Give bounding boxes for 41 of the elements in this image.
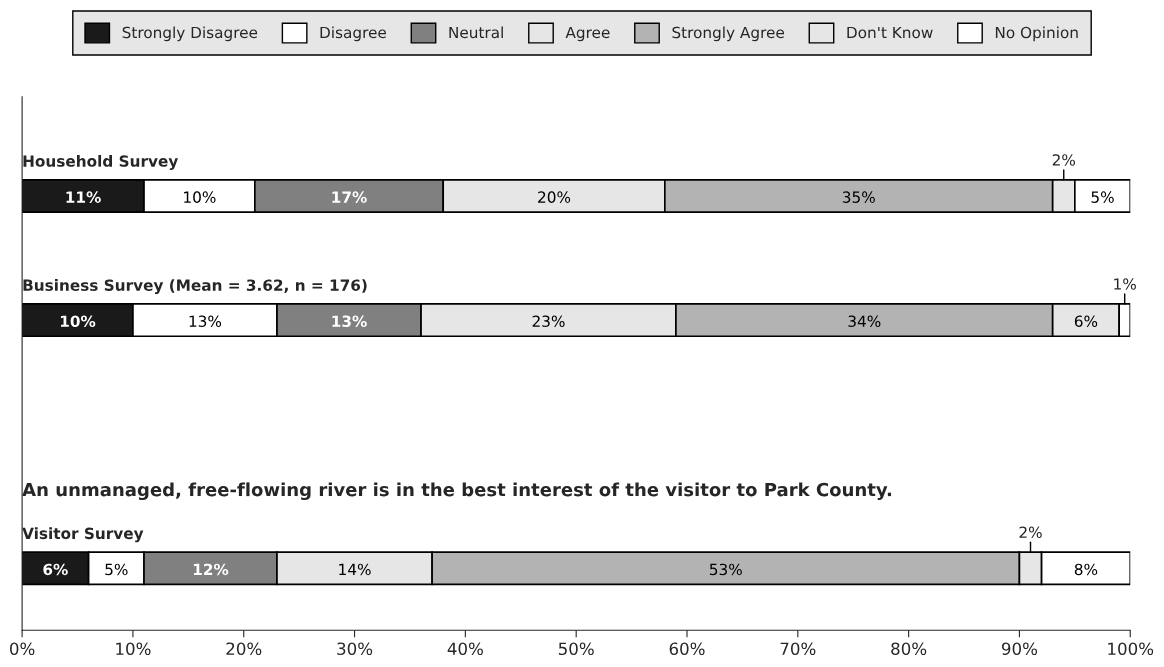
data-label: 13% — [189, 315, 222, 327]
data-label: 14% — [339, 563, 371, 576]
data-label: 35% — [842, 191, 875, 203]
data-label: 1% — [1114, 278, 1136, 290]
x-tick-label: 100% — [1108, 642, 1154, 656]
x-tick-label: 70% — [780, 642, 816, 656]
data-label: 12% — [193, 563, 229, 576]
legend-label: Strongly Agree — [672, 26, 784, 42]
x-tick-label: 50% — [558, 642, 594, 656]
x-tick-label: 40% — [447, 642, 483, 656]
data-label: 17% — [332, 191, 367, 203]
data-label: 53% — [709, 563, 742, 576]
data-label: 20% — [538, 191, 571, 203]
legend-label: Strongly Disagree — [122, 26, 258, 42]
data-label: 2% — [1052, 154, 1076, 166]
x-tick-label: 20% — [226, 642, 262, 656]
x-tick-label: 80% — [891, 642, 927, 656]
legend-label: Agree — [565, 26, 610, 42]
x-tick-label: 0% — [9, 642, 35, 656]
x-tick-label: 60% — [669, 642, 705, 656]
data-label: 10% — [184, 191, 216, 203]
legend-label: Disagree — [320, 26, 387, 42]
data-label: 6% — [43, 563, 68, 576]
x-tick-label: 10% — [116, 642, 151, 656]
data-label: 2% — [1019, 526, 1042, 539]
data-label: 8% — [1074, 563, 1098, 576]
legend-label: Don't Know — [847, 26, 933, 39]
legend-label: Neutral — [449, 26, 503, 39]
data-label: 5% — [105, 563, 128, 576]
y-tick-label: Business Survey (Mean = 3.62, n = 176) — [23, 279, 367, 295]
y-tick-label: Household Survey — [23, 155, 179, 170]
data-label: 10% — [60, 315, 96, 327]
legend-label: No Opinion — [995, 26, 1078, 42]
data-label: 6% — [1074, 315, 1098, 327]
data-label: 34% — [848, 315, 881, 327]
data-label: 5% — [1091, 191, 1114, 203]
data-label: 23% — [532, 315, 565, 327]
x-tick-label: 90% — [1001, 642, 1038, 656]
x-tick-label: 30% — [337, 642, 373, 656]
data-label: 11% — [66, 191, 101, 203]
data-label: 13% — [332, 315, 367, 327]
